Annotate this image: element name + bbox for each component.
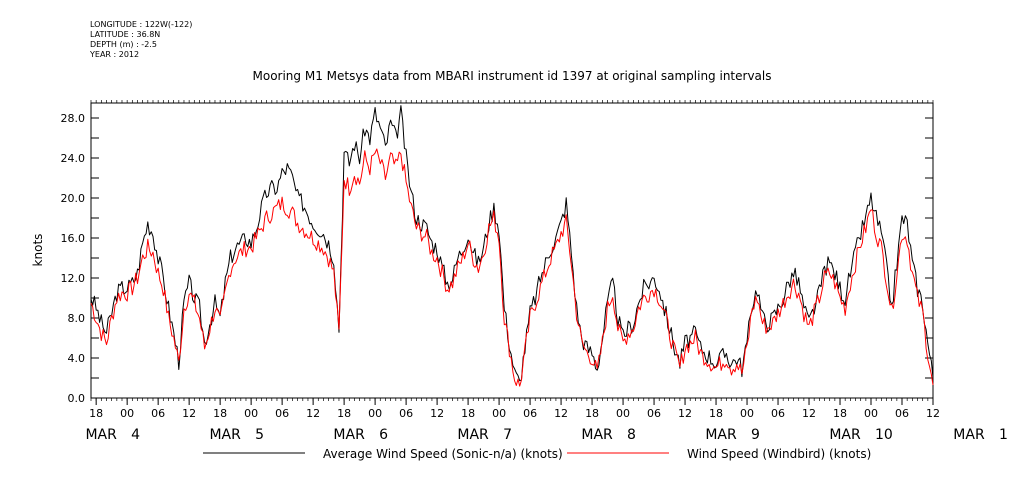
x-month-label: MAR: [581, 427, 613, 443]
axis-ticks: [90, 100, 934, 405]
latitude-label: LATITUDE : 36.8N: [90, 30, 161, 39]
year-label: YEAR : 2012: [90, 50, 140, 59]
x-hour-tick-label: 18: [709, 407, 723, 420]
y-tick-label: 28.0: [61, 112, 86, 125]
x-hour-tick-label: 12: [306, 407, 320, 420]
y-tick-label: 24.0: [61, 152, 86, 165]
x-month-label: MAR: [953, 427, 985, 443]
x-hour-tick-label: 18: [89, 407, 103, 420]
y-tick-label: 20.0: [61, 192, 86, 205]
y-tick-label: 0.0: [68, 392, 86, 405]
legend: Average Wind Speed (Sonic-n/a) (knots) W…: [203, 447, 871, 461]
series-lines: [90, 105, 934, 387]
x-hour-tick-label: 18: [337, 407, 351, 420]
y-tick-label: 8.0: [68, 312, 86, 325]
chart-title: Mooring M1 Metsys data from MBARI instru…: [253, 69, 772, 83]
x-day-label: 7: [503, 427, 512, 443]
x-day-label: 11: [999, 427, 1009, 443]
x-hour-tick-label: 00: [864, 407, 878, 420]
x-day-label: 5: [255, 427, 264, 443]
x-hour-tick-label: 06: [275, 407, 289, 420]
y-axis-label: knots: [31, 234, 45, 267]
x-hour-tick-label: 18: [213, 407, 227, 420]
x-hour-tick-label: 06: [771, 407, 785, 420]
x-hour-tick-label: 00: [244, 407, 258, 420]
x-day-label: 6: [379, 427, 388, 443]
x-hour-tick-label: 12: [430, 407, 444, 420]
x-hour-tick-label: 00: [616, 407, 630, 420]
y-tick-label: 4.0: [68, 352, 86, 365]
x-hour-tick-label: 12: [678, 407, 692, 420]
x-hour-tick-label: 12: [554, 407, 568, 420]
x-day-label: 8: [627, 427, 636, 443]
y-tick-label: 12.0: [61, 272, 86, 285]
series-line-average: [90, 105, 934, 382]
x-hour-tick-label: 06: [151, 407, 165, 420]
x-month-label: MAR: [209, 427, 241, 443]
x-hour-tick-label: 06: [647, 407, 661, 420]
x-hour-tick-label: 00: [740, 407, 754, 420]
x-month-label: MAR: [85, 427, 117, 443]
x-hour-tick-label: 12: [182, 407, 196, 420]
x-hour-tick-label: 06: [895, 407, 909, 420]
series-line-windbird: [90, 148, 934, 387]
depth-label: DEPTH (m) : -2.5: [90, 40, 157, 49]
longitude-label: LONGITUDE : 122W(-122): [90, 20, 193, 29]
x-month-label: MAR: [705, 427, 737, 443]
x-hour-tick-label: 00: [492, 407, 506, 420]
x-hour-tick-label: 00: [368, 407, 382, 420]
x-hour-tick-label: 12: [802, 407, 816, 420]
x-hour-tick-label: 06: [399, 407, 413, 420]
x-hour-tick-label: 06: [523, 407, 537, 420]
y-tick-labels: 0.0 4.0 8.0 12.0 16.0 20.0 24.0 28.0: [61, 112, 86, 405]
x-hour-tick-label: 18: [461, 407, 475, 420]
x-day-label: 4: [131, 427, 140, 443]
x-hour-tick-label: 18: [833, 407, 847, 420]
x-month-label: MAR: [333, 427, 365, 443]
x-month-label: MAR: [457, 427, 489, 443]
x-month-label: MAR: [829, 427, 861, 443]
x-day-label: 10: [875, 427, 893, 443]
y-tick-label: 16.0: [61, 232, 86, 245]
legend-label-average: Average Wind Speed (Sonic-n/a) (knots): [323, 447, 563, 461]
x-tick-labels: 18 00 06 12 18 00 06 12 18 00 06 12 18 00 06 12 18 00 06 12…: [85, 407, 1009, 443]
x-hour-tick-label: 00: [120, 407, 134, 420]
x-day-label: 9: [751, 427, 760, 443]
x-hour-tick-label: 12: [926, 407, 940, 420]
metadata-block: LONGITUDE : 122W(-122) LATITUDE : 36.8N …: [90, 20, 192, 60]
plot-frame: [90, 102, 934, 399]
x-hour-tick-label: 18: [585, 407, 599, 420]
legend-label-windbird: Wind Speed (Windbird) (knots): [687, 447, 871, 461]
